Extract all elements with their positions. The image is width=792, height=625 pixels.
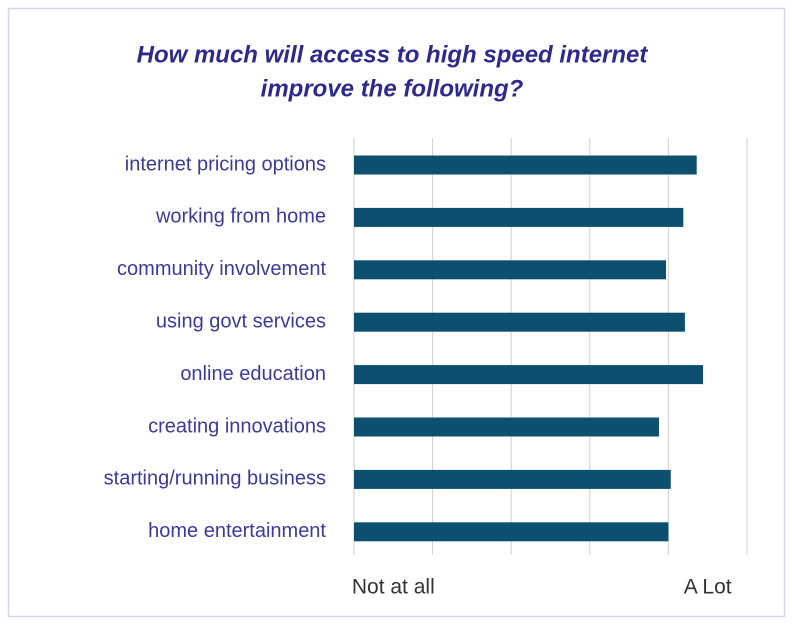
bar [354,207,684,227]
chart-title: improve the following? [261,75,524,102]
bar [354,365,703,385]
y-tick-label: internet pricing options [125,153,326,175]
bar [354,469,671,489]
bar [354,260,667,280]
y-tick-label: home entertainment [148,520,326,542]
chart-frame [7,7,786,618]
bar [354,417,659,437]
x-tick-label: Not at all [352,576,435,599]
x-tick-label: A Lot [684,576,732,599]
y-tick-label: starting/running business [104,468,326,490]
bar [354,522,669,542]
bar [354,312,685,332]
y-tick-label: working from home [155,206,326,228]
bar [354,155,697,175]
y-tick-label: online education [180,363,326,385]
chart-title: How much will access to high speed inter… [137,41,649,68]
y-tick-label: creating innovations [148,415,326,437]
y-tick-label: using govt services [156,310,326,332]
y-tick-label: community involvement [117,258,326,280]
